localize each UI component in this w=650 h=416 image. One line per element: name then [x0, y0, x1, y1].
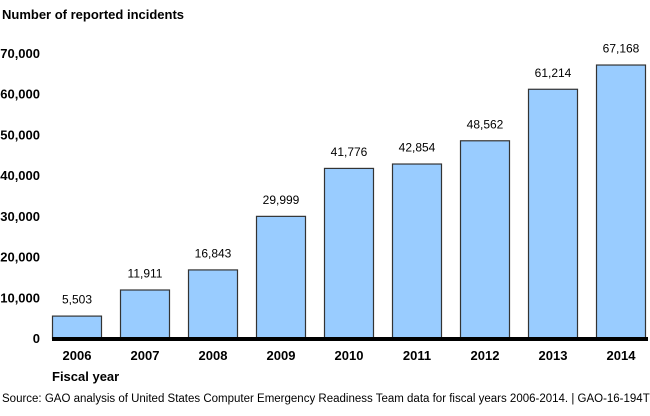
bar-2008 — [187, 269, 239, 340]
y-tick-label: 60,000 — [0, 87, 40, 102]
x-axis-title: Fiscal year — [52, 369, 120, 384]
y-tick-label: 40,000 — [0, 168, 40, 183]
data-label: 42,854 — [399, 141, 436, 155]
y-tick-label: 50,000 — [0, 127, 40, 142]
x-tick-label: 2007 — [131, 348, 160, 363]
bar-2010 — [323, 167, 375, 340]
x-tick-label: 2006 — [63, 348, 92, 363]
x-tick-label: 2014 — [607, 348, 637, 363]
data-label: 16,843 — [195, 246, 232, 260]
bar-2009 — [255, 215, 307, 340]
data-label: 48,562 — [467, 117, 504, 131]
x-tick-label: 2013 — [539, 348, 568, 363]
y-tick-label: 70,000 — [0, 46, 40, 61]
y-tick-label: 20,000 — [0, 250, 40, 265]
source-note: Source: GAO analysis of United States Co… — [2, 393, 650, 405]
x-tick-label: 2011 — [403, 348, 431, 363]
y-tick-label: 10,000 — [0, 290, 40, 305]
data-label: 61,214 — [535, 66, 572, 80]
x-tick-label: 2010 — [335, 348, 364, 363]
bar-2013 — [527, 88, 579, 340]
x-tick-label: 2009 — [267, 348, 296, 363]
x-tick-label: 2008 — [199, 348, 228, 363]
data-label: 5,503 — [62, 293, 92, 307]
bar-2014 — [595, 64, 647, 340]
data-label: 41,776 — [331, 145, 368, 159]
bar-2006 — [51, 315, 103, 340]
bar-2011 — [391, 163, 443, 340]
y-tick-label: 30,000 — [0, 209, 40, 224]
data-label: 11,911 — [128, 267, 163, 281]
y-axis-title: Number of reported incidents — [2, 7, 185, 22]
bar-2012 — [459, 140, 511, 340]
y-tick-label: 0 — [33, 331, 40, 346]
data-label: 29,999 — [263, 193, 300, 207]
x-axis-baseline — [52, 337, 648, 341]
bar-2007 — [119, 289, 171, 340]
data-label: 67,168 — [603, 42, 640, 56]
x-tick-label: 2012 — [471, 348, 500, 363]
